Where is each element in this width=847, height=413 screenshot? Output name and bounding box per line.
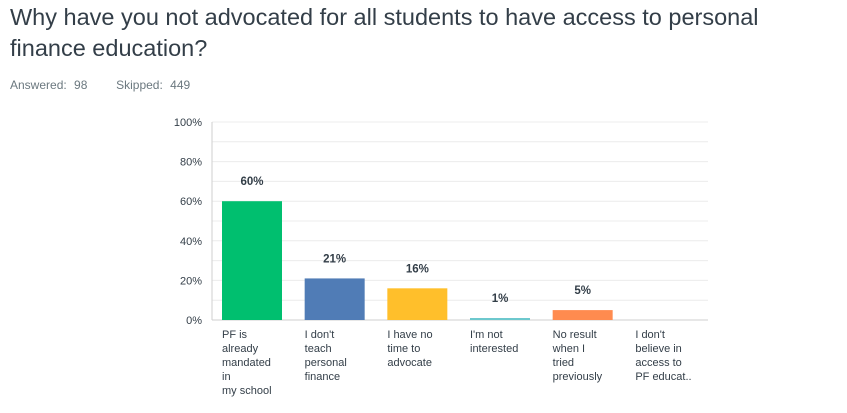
y-tick-label: 100% [174, 117, 202, 129]
response-stats: Answered: 98 Skipped: 449 [10, 78, 194, 92]
x-category-label: I don't believe in access to PF educat.. [635, 329, 691, 383]
skipped-label: Skipped: [116, 78, 163, 92]
x-category-label: PF is already mandated in my school [222, 329, 272, 397]
bar [470, 318, 530, 320]
answered-label: Answered: [10, 78, 67, 92]
y-tick-label: 80% [180, 157, 202, 169]
data-label: 1% [492, 293, 509, 305]
data-label: 21% [323, 253, 346, 265]
y-tick-label: 40% [180, 236, 202, 248]
y-tick-label: 60% [180, 196, 202, 208]
question-title: Why have you not advocated for all stude… [10, 4, 759, 61]
y-tick-label: 20% [180, 275, 202, 287]
answered-count: 98 [74, 78, 88, 92]
data-label: 60% [240, 176, 263, 188]
bar [304, 278, 365, 320]
data-label: 5% [574, 285, 591, 297]
bar [222, 201, 282, 320]
skipped-count: 449 [170, 78, 191, 92]
data-label: 16% [406, 263, 429, 275]
bar [387, 288, 448, 320]
x-category-label: I don't teach personal finance [305, 329, 347, 383]
x-category-label: I have no time to advocate [387, 329, 432, 369]
bar [552, 310, 613, 320]
x-category-label: I'm not interested [470, 329, 518, 355]
y-tick-label: 0% [186, 315, 202, 327]
